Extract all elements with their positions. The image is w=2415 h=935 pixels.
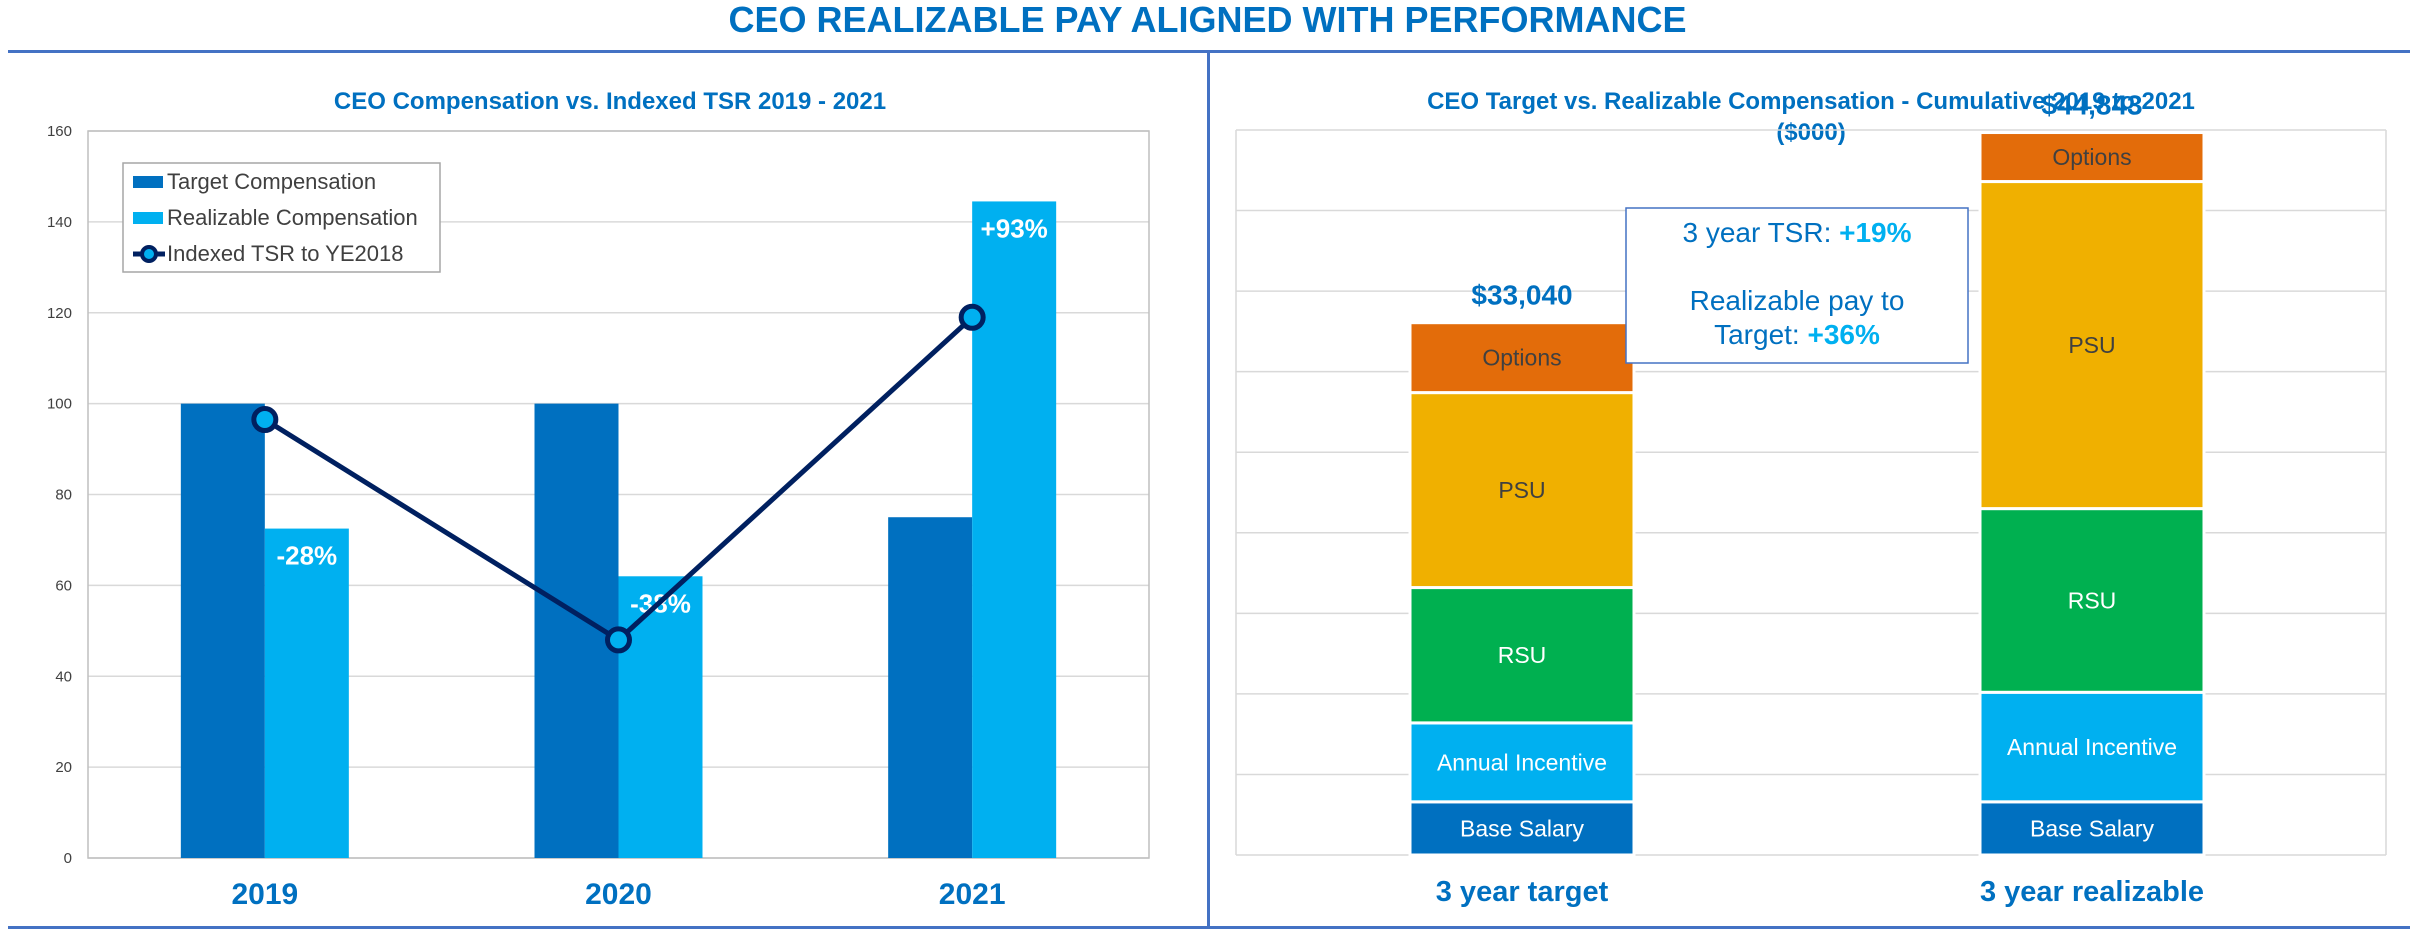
segment-options-realizable <box>1978 131 2206 184</box>
chart2-totals: $33,040 $44,843 <box>1471 90 2142 311</box>
center-divider <box>1207 53 1210 929</box>
annotation-line2b: Target: +36% <box>1714 319 1880 350</box>
chart1-legend: Target Compensation Realizable Compensat… <box>122 162 441 273</box>
chart1-x-axis: 2019 2020 2021 <box>231 878 1005 911</box>
annotation-line1: 3 year TSR: +19% <box>1682 217 1911 248</box>
segment-label: Base Salary <box>2030 815 2155 841</box>
chart1-bars: -28%-38%+93% <box>180 201 1057 859</box>
annotation-tsr-label: 3 year TSR: <box>1682 217 1839 248</box>
chart1-y-axis: 0 20 40 60 80 100 120 140 160 <box>47 123 72 867</box>
chart2-gridlines <box>1235 129 2387 856</box>
segment-psu-realizable <box>1978 180 2206 511</box>
total-label-realizable: $44,843 <box>2041 90 2142 121</box>
annotation-line2a: Realizable pay to <box>1690 285 1905 316</box>
segment-rsu-target <box>1408 586 1636 725</box>
y-tick-label: 160 <box>47 123 72 140</box>
segment-label: PSU <box>1498 477 1545 503</box>
segment-options-target <box>1408 321 1636 395</box>
y-tick-label: 140 <box>47 214 72 231</box>
x-tick-label-realizable: 3 year realizable <box>1980 876 2204 908</box>
tsr-annotation: 3 year TSR: +19% Realizable pay to Targe… <box>1625 207 1969 364</box>
data-label-2021: +93% <box>981 213 1048 243</box>
x-tick-label-target: 3 year target <box>1436 876 1609 908</box>
chart2-x-axis: 3 year target 3 year realizable <box>1436 876 2204 908</box>
annotation-pay-value: +36% <box>1807 319 1879 350</box>
bar-realizable-2019 <box>264 528 349 858</box>
chart2-title: CEO Target vs. Realizable Compensation -… <box>1427 88 2195 115</box>
segment-psu-target <box>1408 391 1636 590</box>
bottom-divider <box>8 926 2410 929</box>
legend-label-realizable: Realizable Compensation <box>167 205 418 230</box>
x-tick-label-2020: 2020 <box>585 878 652 911</box>
segment-label: Options <box>2052 144 2131 170</box>
segment-annual-incentive-realizable <box>1978 690 2206 804</box>
bar-target-2019 <box>180 403 265 858</box>
y-tick-label: 80 <box>55 487 72 504</box>
chart2-subtitle: ($000) <box>1776 119 1845 146</box>
legend-swatch-target <box>133 176 163 188</box>
legend-label-target: Target Compensation <box>167 169 376 194</box>
x-tick-label-2019: 2019 <box>231 878 298 911</box>
x-tick-label-2021: 2021 <box>939 878 1006 911</box>
top-divider <box>8 50 2410 53</box>
bar-realizable-2020 <box>618 576 703 858</box>
segment-rsu-realizable <box>1978 507 2206 694</box>
bar-realizable-2021 <box>972 201 1057 859</box>
chart2-stacked-bars: Base Salary Annual Incentive RSU PSU Options… <box>1408 131 2206 857</box>
y-tick-label: 40 <box>55 668 72 685</box>
tsr-point-2021 <box>958 303 986 331</box>
segment-annual-incentive-target <box>1408 721 1636 804</box>
y-tick-label: 0 <box>64 850 72 867</box>
y-tick-label: 100 <box>47 396 72 413</box>
segment-label: Options <box>1482 345 1561 371</box>
tsr-point-2019 <box>251 406 279 434</box>
data-label-2019: -28% <box>276 541 337 571</box>
segment-label: PSU <box>2068 332 2115 358</box>
segment-label: RSU <box>1498 642 1547 668</box>
chart1-title: CEO Compensation vs. Indexed TSR 2019 - … <box>334 88 886 115</box>
segment-label: Annual Incentive <box>2007 734 2177 760</box>
tsr-point-2020 <box>605 626 632 654</box>
legend-box <box>122 162 441 273</box>
compensation-vs-tsr-chart: CEO Compensation vs. Indexed TSR 2019 - … <box>47 88 1150 911</box>
y-tick-label: 120 <box>47 305 72 322</box>
chart1-tsr-line <box>251 303 986 654</box>
segment-base-salary-target <box>1408 800 1636 857</box>
bar-target-2021 <box>888 517 973 858</box>
y-tick-label: 20 <box>55 759 72 776</box>
segment-label: RSU <box>2068 587 2117 613</box>
legend-label-tsr: Indexed TSR to YE2018 <box>167 241 403 266</box>
segment-label: Annual Incentive <box>1437 749 1607 775</box>
total-label-target: $33,040 <box>1471 280 1572 311</box>
legend-swatch-tsr-marker <box>140 245 158 263</box>
annotation-pay-label: Target: <box>1714 319 1807 350</box>
y-tick-label: 60 <box>55 577 72 594</box>
segment-label: Base Salary <box>1460 815 1585 841</box>
segment-base-salary-realizable <box>1978 800 2206 857</box>
annotation-tsr-value: +19% <box>1839 217 1911 248</box>
legend-swatch-realizable <box>133 212 163 224</box>
annotation-box <box>1625 207 1969 364</box>
page-title: CEO REALIZABLE PAY ALIGNED WITH PERFORMA… <box>728 0 1687 40</box>
